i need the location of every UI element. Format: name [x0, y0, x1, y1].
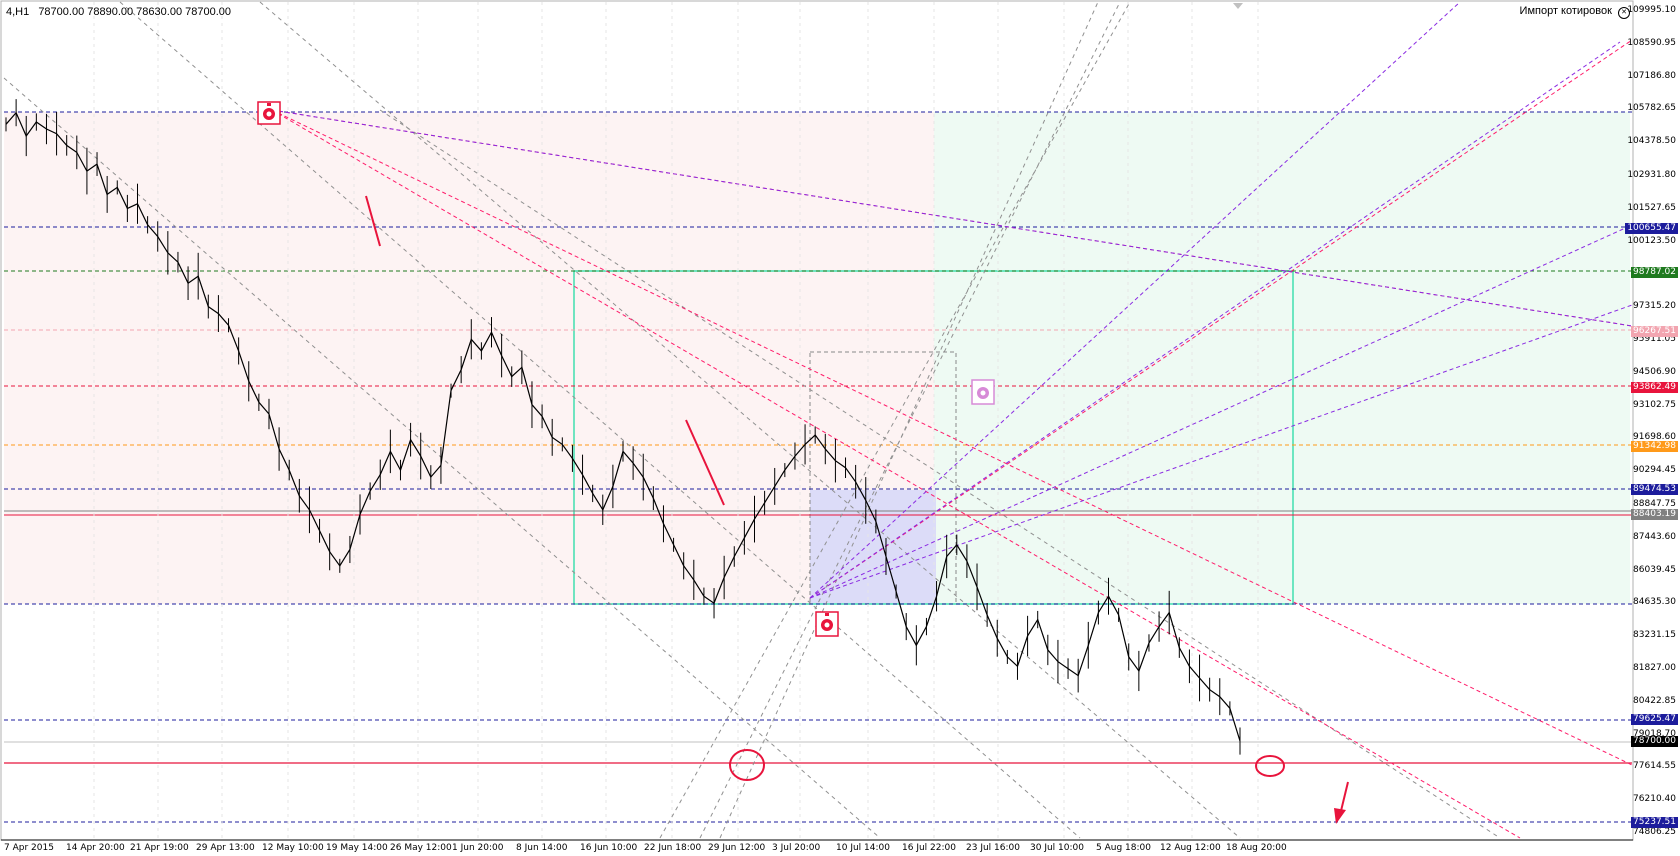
price-tick-label: 77614.55 [1633, 761, 1676, 772]
price-tick-label: 91698.60 [1633, 432, 1676, 443]
price-tick-label: 81827.00 [1633, 662, 1676, 673]
time-tick-label: 30 Jul 10:00 [1030, 843, 1084, 853]
alarm-icon-faded[interactable] [971, 379, 995, 405]
price-tick-label: 104378.50 [1627, 136, 1676, 147]
chart-header: 4,H1 78700.00 78890.00 78630.00 78700.00 [6, 6, 231, 18]
down-arrow-icon [1334, 781, 1349, 824]
price-tick-label: 80422.85 [1633, 695, 1676, 706]
price-tick-label: 74806.25 [1633, 827, 1676, 837]
price-tick-label: 84635.30 [1633, 597, 1676, 608]
price-tick-label: 94506.90 [1633, 366, 1676, 377]
price-tick-label: 83231.15 [1633, 630, 1676, 641]
time-tick-label: 10 Jul 14:00 [836, 843, 890, 853]
price-level-tag: 93862.49 [1631, 381, 1678, 393]
time-tick-label: 5 Aug 18:00 [1096, 843, 1151, 853]
time-tick-label: 3 Jul 20:00 [772, 843, 821, 853]
price-tick-label: 109995.10 [1627, 5, 1676, 15]
time-tick-label: 8 Jun 14:00 [516, 843, 568, 853]
target-ellipse-right[interactable] [1255, 755, 1285, 777]
time-tick-label: 16 Jun 10:00 [580, 843, 638, 853]
alarm-icon-bottom[interactable] [815, 611, 839, 637]
price-level-tag: 96267.51 [1631, 325, 1678, 337]
price-tick-label: 76210.40 [1633, 794, 1676, 805]
sell-zone-background [4, 112, 934, 604]
price-tick-label: 87443.60 [1633, 531, 1676, 542]
time-tick-label: 16 Jul 22:00 [902, 843, 956, 853]
import-quotes-label: Импорт котировок [1519, 5, 1612, 17]
close-circle-icon[interactable]: ✕ [1618, 7, 1630, 19]
alarm-icon-top[interactable] [257, 101, 281, 125]
price-level-tag: 79625.47 [1631, 714, 1678, 726]
price-series [5, 99, 1241, 755]
price-level-tag: 88403.19 [1631, 509, 1678, 521]
scroll-marker-icon [1233, 3, 1243, 9]
price-tick-label: 107186.80 [1627, 70, 1676, 81]
time-tick-label: 22 Jun 18:00 [644, 843, 702, 853]
price-tick-label: 90294.45 [1633, 465, 1676, 476]
time-tick-label: 19 May 14:00 [326, 843, 388, 853]
time-tick-label: 12 May 10:00 [262, 843, 324, 853]
price-tick-label: 97315.20 [1633, 301, 1676, 312]
buy-zone-background [934, 112, 1630, 604]
price-tick-label: 88847.75 [1633, 498, 1676, 509]
price-level-tag: 91342.98 [1631, 440, 1678, 452]
time-tick-label: 29 Jun 12:00 [708, 843, 766, 853]
time-tick-label: 14 Apr 20:00 [66, 843, 125, 853]
price-level-tag: 78700.00 [1631, 736, 1678, 748]
price-tick-label: 79018.70 [1633, 728, 1676, 739]
time-tick-label: 7 Apr 2015 [4, 843, 54, 853]
price-tick-label: 105782.65 [1627, 103, 1676, 114]
price-level-tag: 100655.47 [1625, 223, 1678, 235]
price-level-tag: 98787.02 [1631, 266, 1678, 278]
price-tick-label: 101527.65 [1627, 202, 1676, 213]
price-level-tag: 89474.53 [1631, 484, 1678, 496]
target-ellipse-left[interactable] [729, 749, 765, 781]
price-tick-label: 93102.75 [1633, 399, 1676, 410]
red-trend-segment-1 [365, 195, 381, 247]
horizontal-levels [4, 111, 1632, 823]
price-tick-label: 102931.80 [1627, 169, 1676, 180]
selection-rect [810, 490, 936, 604]
price-tick-label: 100123.50 [1627, 235, 1676, 246]
price-level-tag: 75237.51 [1631, 816, 1678, 828]
time-tick-label: 29 Apr 13:00 [196, 843, 255, 853]
ohlc-values: 78700.00 78890.00 78630.00 78700.00 [38, 6, 232, 18]
time-tick-label: 26 May 12:00 [390, 843, 452, 853]
import-quotes-button[interactable]: Импорт котировок ✕ [1520, 5, 1630, 19]
symbol-timeframe: 4,H1 [6, 6, 30, 18]
price-tick-label: 86039.45 [1633, 564, 1676, 575]
red-trend-segment-2 [685, 419, 725, 506]
time-tick-label: 12 Aug 12:00 [1160, 843, 1221, 853]
time-tick-label: 23 Jul 16:00 [966, 843, 1020, 853]
price-tick-label: 108590.95 [1627, 37, 1676, 48]
time-tick-label: 21 Apr 19:00 [130, 843, 189, 853]
time-tick-label: 18 Aug 20:00 [1226, 843, 1287, 853]
price-tick-label: 95911.05 [1633, 333, 1676, 344]
time-tick-label: 1 Jun 20:00 [452, 843, 504, 853]
